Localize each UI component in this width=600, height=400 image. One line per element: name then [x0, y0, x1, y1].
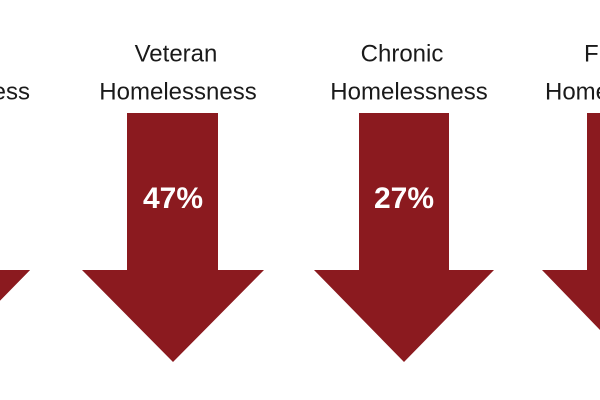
item-label: Home	[545, 78, 600, 105]
down-arrow	[82, 113, 264, 362]
down-arrow	[0, 270, 30, 301]
item-label: Homelessness	[330, 78, 487, 105]
item-value: 27%	[374, 182, 434, 215]
item-label: ess	[0, 78, 30, 105]
down-arrow	[542, 113, 600, 330]
item-label: Chronic	[361, 40, 444, 67]
item-label: Homelessness	[99, 78, 256, 105]
item-label: Veteran	[135, 40, 218, 67]
down-arrow	[314, 113, 494, 362]
item-label: F	[584, 40, 599, 67]
item-value: 47%	[143, 182, 203, 215]
